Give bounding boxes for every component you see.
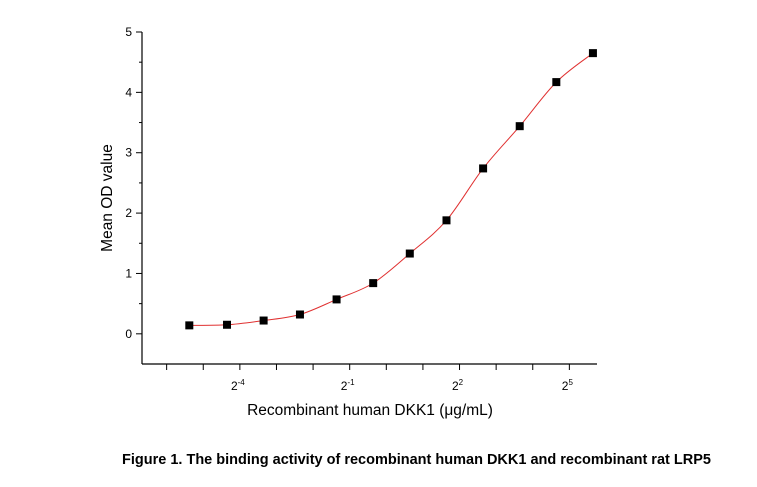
data-point bbox=[259, 316, 268, 325]
y-tick-label: 4 bbox=[125, 85, 132, 99]
y-tick-label: 0 bbox=[125, 327, 132, 341]
y-tick-label: 2 bbox=[125, 206, 132, 220]
data-points bbox=[185, 49, 597, 330]
data-point bbox=[479, 164, 488, 173]
x-axis-label: Recombinant human DKK1 (μg/mL) bbox=[247, 402, 493, 419]
x-tick-label: 25 bbox=[562, 378, 574, 393]
data-point bbox=[369, 279, 378, 288]
figure-caption: Figure 1. The binding activity of recomb… bbox=[122, 452, 711, 468]
data-point bbox=[185, 321, 194, 330]
data-point bbox=[552, 78, 561, 87]
data-point bbox=[442, 216, 451, 225]
x-tick-label: 2-1 bbox=[341, 378, 355, 393]
y-tick-label: 1 bbox=[125, 266, 132, 280]
y-tick-label: 3 bbox=[125, 146, 132, 160]
data-point bbox=[223, 320, 232, 329]
axes: 0 1 2 3 4 5 2-4 2-1 22 25 bbox=[125, 25, 597, 393]
x-tick-label: 22 bbox=[452, 378, 464, 393]
data-point bbox=[515, 122, 524, 131]
y-axis-label: Mean OD value bbox=[99, 144, 116, 252]
fit-curve bbox=[189, 52, 594, 326]
data-point bbox=[588, 49, 597, 58]
data-point bbox=[405, 249, 414, 258]
data-point bbox=[295, 310, 304, 319]
data-point bbox=[332, 295, 341, 304]
x-tick-label: 2-4 bbox=[231, 378, 245, 393]
y-tick-label: 5 bbox=[125, 25, 132, 39]
